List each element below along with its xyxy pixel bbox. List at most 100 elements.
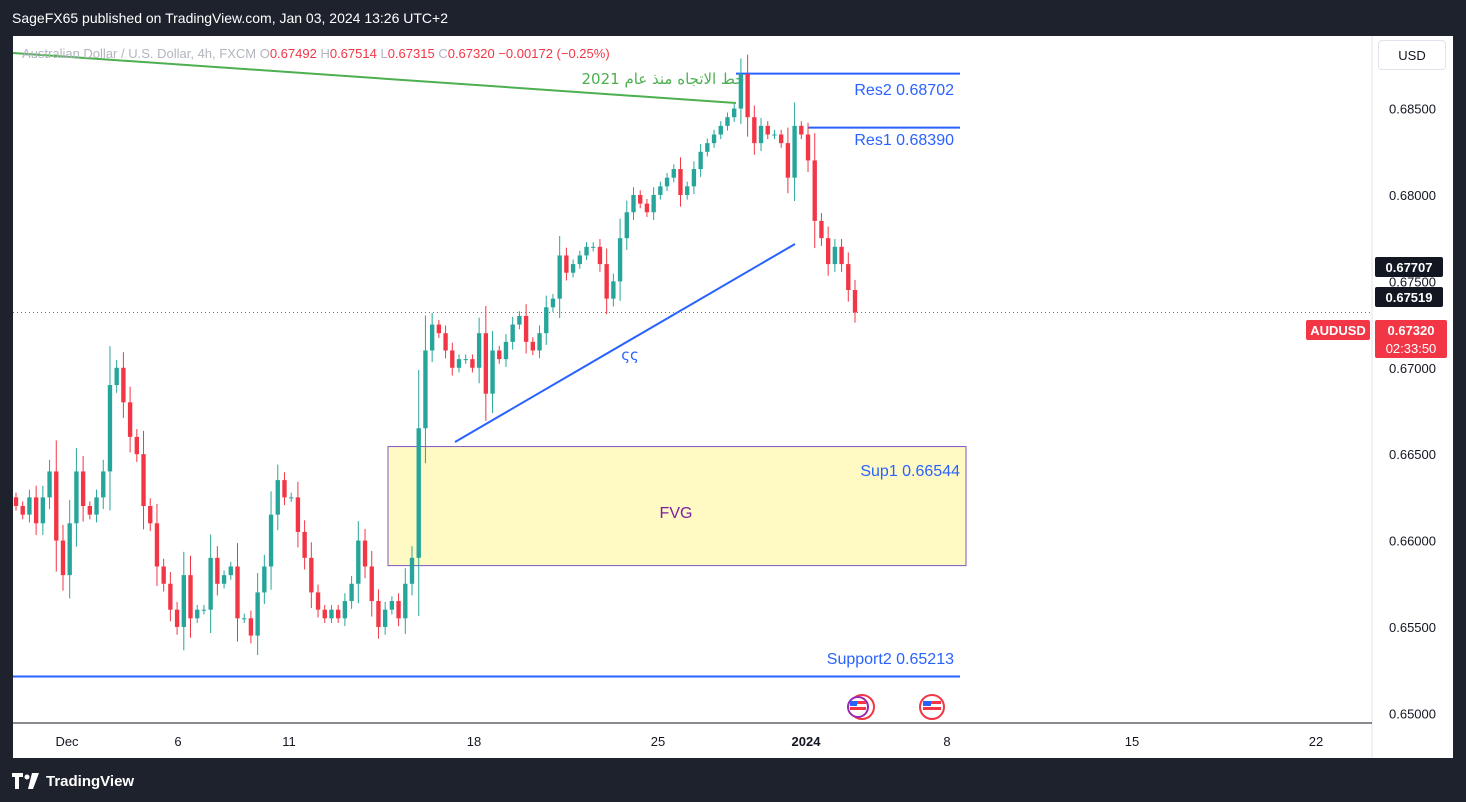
candle-body[interactable] xyxy=(631,194,636,213)
candle-body[interactable] xyxy=(805,134,811,161)
currency-button[interactable]: USD xyxy=(1378,40,1446,70)
candle-body[interactable] xyxy=(698,151,703,170)
candle-body[interactable] xyxy=(174,609,180,627)
candle-body[interactable] xyxy=(503,341,509,360)
candle-body[interactable] xyxy=(389,601,395,610)
candle-body[interactable] xyxy=(819,220,824,239)
candle-body[interactable] xyxy=(268,514,274,567)
candle-body[interactable] xyxy=(295,497,301,532)
candle-body[interactable] xyxy=(711,134,717,144)
candle-body[interactable] xyxy=(275,480,280,515)
candle-body[interactable] xyxy=(725,117,730,126)
candle-body[interactable] xyxy=(658,186,663,195)
fvg-zone[interactable] xyxy=(387,446,967,567)
candle-body[interactable] xyxy=(812,160,817,221)
candle-body[interactable] xyxy=(208,557,213,610)
candle-body[interactable] xyxy=(785,143,791,178)
candle-body[interactable] xyxy=(550,298,556,308)
candle-body[interactable] xyxy=(691,169,697,187)
candle-body[interactable] xyxy=(678,169,683,195)
candle-body[interactable] xyxy=(557,255,562,299)
candle-body[interactable] xyxy=(356,540,361,584)
candle-body[interactable] xyxy=(289,497,294,499)
candle-body[interactable] xyxy=(732,108,737,118)
candle-body[interactable] xyxy=(54,471,59,541)
candle-body[interactable] xyxy=(282,480,287,498)
us-event-icon[interactable] xyxy=(847,694,875,720)
candle-body[interactable] xyxy=(738,74,744,109)
candle-body[interactable] xyxy=(624,212,629,239)
candle-body[interactable] xyxy=(537,333,542,351)
candle-body[interactable] xyxy=(248,618,254,636)
candle-body[interactable] xyxy=(235,566,240,619)
candle-body[interactable] xyxy=(591,246,596,248)
rising-trendline[interactable] xyxy=(454,243,796,443)
candle-body[interactable] xyxy=(114,367,119,386)
candle-body[interactable] xyxy=(369,566,374,602)
candle-body[interactable] xyxy=(349,583,354,602)
candle-body[interactable] xyxy=(497,350,502,360)
candle-body[interactable] xyxy=(476,333,482,368)
candle-body[interactable] xyxy=(127,402,133,437)
candle-body[interactable] xyxy=(335,609,341,619)
candle-body[interactable] xyxy=(765,125,770,135)
candle-body[interactable] xyxy=(825,238,831,265)
candle-body[interactable] xyxy=(839,246,844,265)
candle-body[interactable] xyxy=(302,531,307,558)
candle-body[interactable] xyxy=(161,566,166,584)
candle-body[interactable] xyxy=(517,315,522,325)
candle-body[interactable] xyxy=(705,143,710,152)
tradingview-logo[interactable]: TradingView xyxy=(12,771,134,791)
candle-body[interactable] xyxy=(799,125,804,135)
candle-body[interactable] xyxy=(564,255,569,273)
candle-body[interactable] xyxy=(382,609,388,627)
candle-body[interactable] xyxy=(651,194,656,213)
candle-body[interactable] xyxy=(577,255,582,265)
candle-body[interactable] xyxy=(456,359,462,368)
candle-body[interactable] xyxy=(470,359,475,368)
candle-body[interactable] xyxy=(362,540,368,567)
candle-body[interactable] xyxy=(376,601,381,627)
long-term-trendline[interactable] xyxy=(12,52,737,104)
candle-body[interactable] xyxy=(664,177,670,187)
candle-body[interactable] xyxy=(832,246,838,265)
chart-area[interactable] xyxy=(13,36,1453,758)
candle-body[interactable] xyxy=(47,471,52,498)
candle-body[interactable] xyxy=(33,497,39,524)
candle-body[interactable] xyxy=(148,506,153,524)
candle-body[interactable] xyxy=(792,125,797,178)
time-axis[interactable]: Dec 6 11 18 25 2024 8 15 22 xyxy=(55,734,1323,749)
candle-body[interactable] xyxy=(483,333,489,394)
candle-body[interactable] xyxy=(644,203,650,213)
candle-body[interactable] xyxy=(101,471,106,498)
candle-body[interactable] xyxy=(450,350,455,368)
candle-body[interactable] xyxy=(40,497,46,524)
candle-body[interactable] xyxy=(685,186,690,195)
candle-body[interactable] xyxy=(168,583,173,610)
candle-body[interactable] xyxy=(718,125,723,135)
us-event-icon[interactable] xyxy=(919,694,945,720)
candle-body[interactable] xyxy=(107,385,113,472)
candle-body[interactable] xyxy=(416,428,421,558)
candle-body[interactable] xyxy=(544,307,549,334)
candle-body[interactable] xyxy=(423,350,428,429)
candle-body[interactable] xyxy=(617,238,623,282)
candle-body[interactable] xyxy=(20,506,25,515)
candle-body[interactable] xyxy=(13,497,19,507)
candle-body[interactable] xyxy=(436,324,442,334)
candle-body[interactable] xyxy=(221,575,227,584)
candle-body[interactable] xyxy=(188,575,193,619)
candle-body[interactable] xyxy=(396,601,401,619)
candle-body[interactable] xyxy=(443,333,448,351)
candle-body[interactable] xyxy=(242,618,247,620)
price-scale[interactable]: 0.68500 0.68000 0.67500 0.67000 0.66500 0.660… xyxy=(1389,102,1436,722)
candle-body[interactable] xyxy=(429,324,435,351)
candle-body[interactable] xyxy=(154,523,160,567)
candle-body[interactable] xyxy=(409,557,415,584)
candle-body[interactable] xyxy=(94,497,99,515)
candle-body[interactable] xyxy=(201,609,207,611)
candle-body[interactable] xyxy=(60,540,66,576)
candle-body[interactable] xyxy=(215,557,220,584)
candle-body[interactable] xyxy=(778,134,784,144)
